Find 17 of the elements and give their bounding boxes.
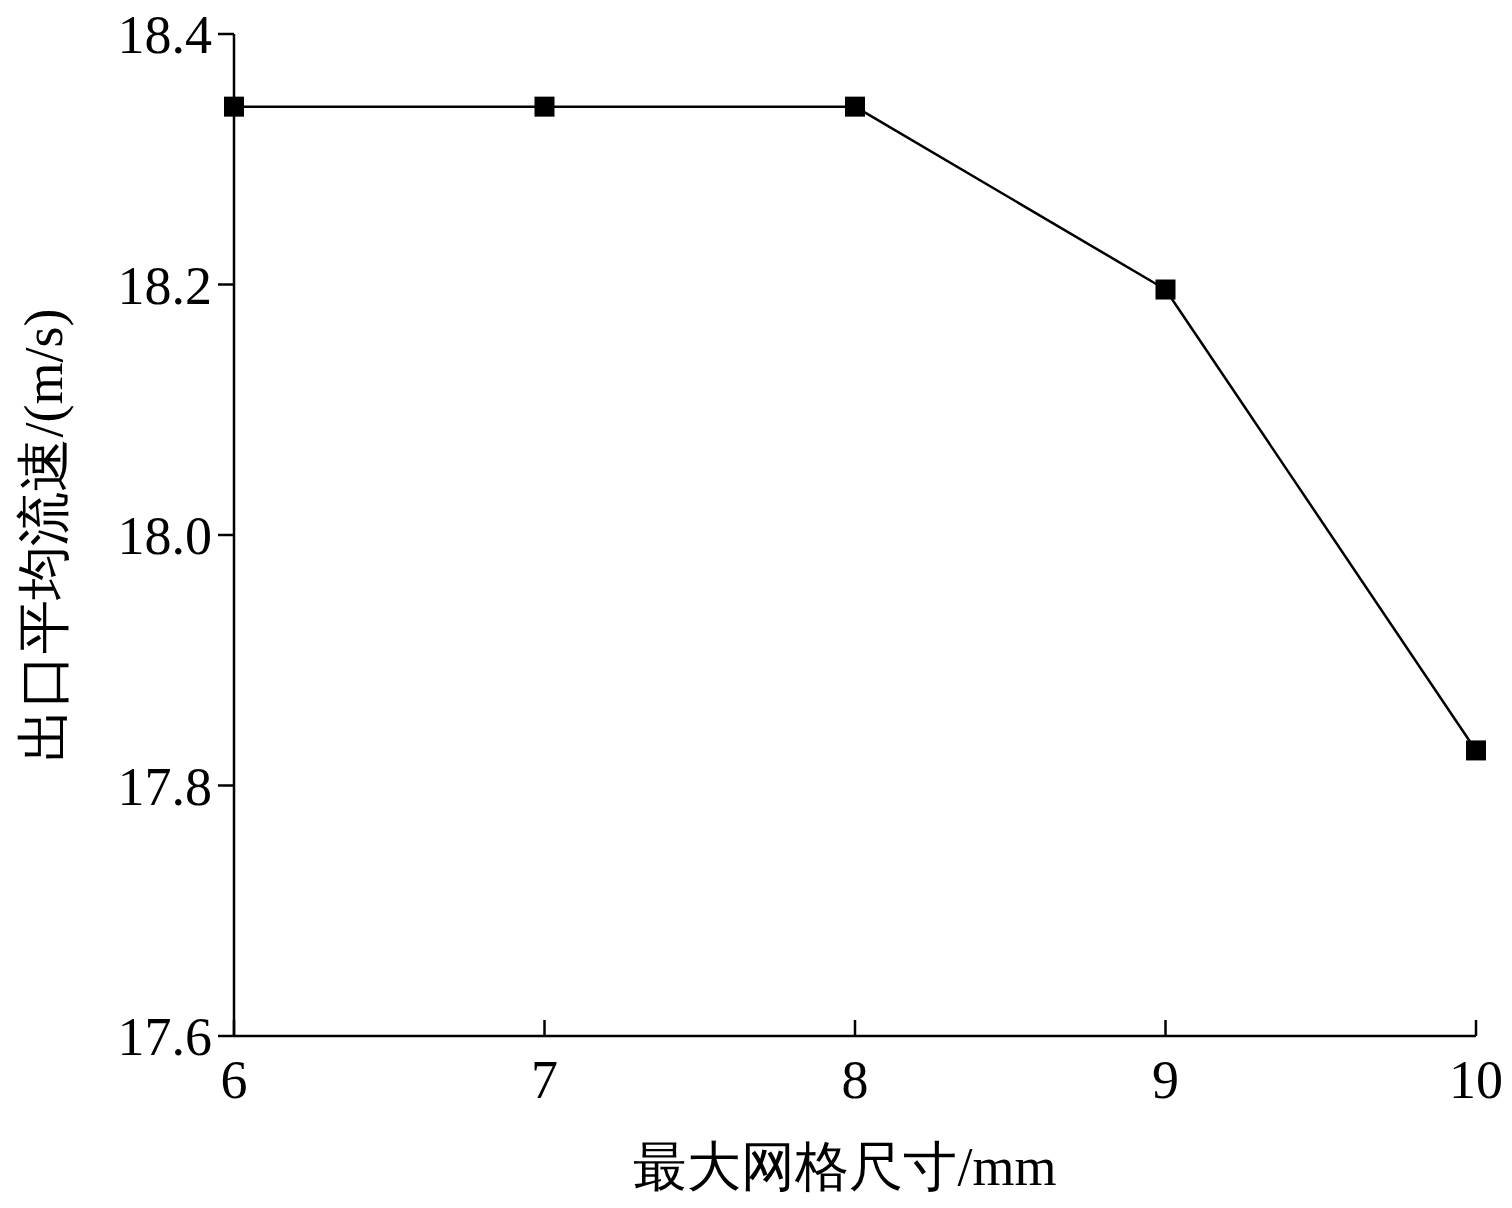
x-tick-label: 10: [1449, 1050, 1503, 1110]
x-tick-label: 7: [531, 1050, 558, 1110]
x-axis-title: 最大网格尺寸/mm: [633, 1137, 1057, 1197]
point: [845, 96, 865, 117]
y-tick-label: 18.4: [117, 5, 212, 65]
point: [1466, 740, 1486, 761]
y-tick-label: 17.8: [117, 756, 212, 817]
point: [534, 96, 555, 117]
y-tick-label: 18.2: [117, 255, 212, 316]
y-tick-label: 18.0: [117, 506, 212, 566]
x-tick-label: 6: [220, 1050, 248, 1110]
y-axis-title: 出口平均流速/(m/s): [14, 308, 74, 762]
y-tick-label: 17.6: [117, 1007, 212, 1067]
point: [224, 96, 244, 117]
point: [1155, 279, 1176, 300]
x-tick-label: 9: [1152, 1050, 1179, 1110]
x-tick-label: 8: [841, 1050, 869, 1110]
